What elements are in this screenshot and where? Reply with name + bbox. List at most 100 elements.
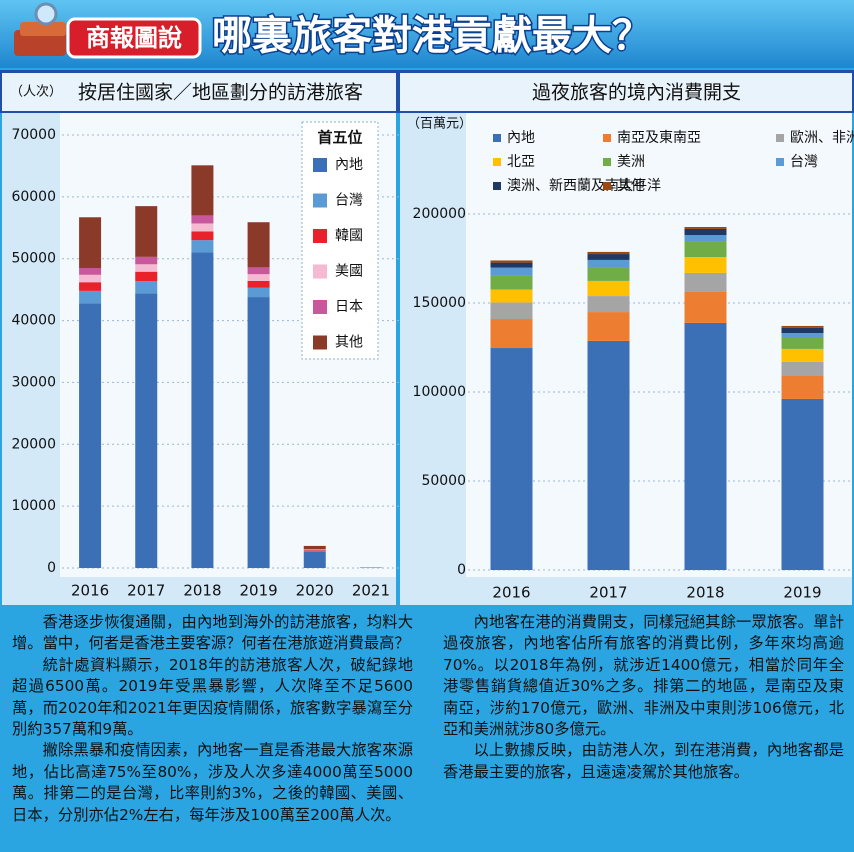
x-tick-label: 2017 (589, 584, 627, 602)
bar-segment (587, 340, 630, 570)
y-tick-label: 0 (47, 560, 56, 576)
bar-segment (781, 325, 824, 328)
x-tick-label: 2021 (352, 582, 390, 600)
legend-swatch (313, 300, 327, 314)
legend-swatch (776, 134, 784, 142)
badge-text: 商報圖說 (86, 24, 182, 52)
paragraph: 以上數據反映，由訪港人次，到在港消費，內地客都是香港最主要的旅客，且遠遠凌駕於其… (443, 741, 844, 781)
bar-segment (490, 275, 533, 290)
paragraph: 統計處資料顯示，2018年的訪港旅客人次，破紀錄地超過6500萬。2019年受黑… (12, 655, 413, 739)
bar-segment (781, 361, 824, 376)
x-tick-label: 2020 (296, 582, 334, 600)
bar-segment (587, 259, 630, 268)
bar-segment (247, 287, 270, 298)
bar-segment (490, 302, 533, 320)
y-tick-label: 50000 (11, 251, 56, 267)
bar-segment (79, 267, 102, 275)
bar-segment (79, 303, 102, 568)
legend-label: 其他 (617, 178, 645, 194)
y-tick-label: 20000 (11, 436, 56, 452)
y-tick-label: 60000 (11, 189, 56, 205)
bar-segment (247, 222, 270, 268)
legend-label: 北亞 (507, 154, 535, 170)
y-tick-label: 0 (457, 562, 466, 578)
bar-segment (135, 280, 158, 294)
x-tick-label: 2019 (239, 582, 277, 600)
y-tick-label: 100000 (413, 384, 466, 400)
bar-segment (247, 297, 270, 568)
bar-segment (135, 256, 158, 265)
bar-segment (490, 348, 533, 570)
x-tick-label: 2019 (783, 584, 821, 602)
bar-segment (135, 293, 158, 568)
bar-segment (191, 231, 214, 241)
bar-segment (303, 551, 326, 568)
y-tick-label: 40000 (11, 313, 56, 329)
legend-title: 首五位 (317, 129, 362, 147)
legend-label: 韓國 (335, 228, 363, 244)
legend-label: 其他 (335, 335, 363, 351)
bar-segment (79, 290, 102, 304)
bar-segment (191, 252, 214, 568)
main-title: 哪裏旅客對港貢獻最大？ (212, 13, 652, 59)
bar-segment (490, 319, 533, 349)
legend-swatch (493, 182, 501, 190)
legend-label: 日本 (335, 299, 363, 315)
bar-segment (191, 165, 214, 216)
bar-segment (490, 289, 533, 303)
x-tick-label: 2016 (492, 584, 530, 602)
bar-segment (303, 545, 326, 550)
bar-segment (684, 291, 727, 323)
book-icon (20, 22, 66, 36)
y-tick-label: 70000 (11, 127, 56, 143)
bar-segment (135, 271, 158, 281)
y-tick-label: 30000 (11, 374, 56, 390)
bar-segment (684, 322, 727, 570)
legend-swatch (603, 134, 611, 142)
badge (66, 17, 202, 59)
bar-segment (303, 550, 326, 552)
subtitle-box (400, 73, 852, 111)
legend-swatch (313, 264, 327, 279)
legend-label: 內地 (507, 130, 535, 146)
bar-segment (247, 274, 270, 281)
y-tick-label: 10000 (11, 498, 56, 514)
y-tick-label: 50000 (421, 473, 466, 489)
legend-label: 台灣 (790, 154, 818, 170)
bar-segment (587, 254, 630, 260)
x-tick-label: 2016 (71, 582, 109, 600)
article: 香港逐步恢復通關，由內地到海外的訪港旅客，均料大增。當中，何者是香港主要客源？何… (0, 606, 854, 852)
y-axis-label: （人次） (10, 84, 62, 100)
bar-segment (303, 549, 326, 550)
bar-segment (587, 280, 630, 297)
bar-segment (79, 217, 102, 268)
bar-segment (490, 262, 533, 268)
legend-label: 南亞及東南亞 (617, 130, 701, 146)
bar-segment (781, 398, 824, 570)
chart-title: 過夜旅客的境內消費開支 (532, 82, 741, 104)
bar-segment (135, 206, 158, 257)
bar-segment (684, 257, 727, 273)
bar-segment (781, 327, 824, 334)
legend-label: 內地 (335, 157, 363, 173)
bar-segment (684, 226, 727, 229)
paragraph: 撇除黑暴和疫情因素，內地客一直是香港最大旅客來源地，佔比高達75%至80%，涉及… (12, 741, 413, 824)
bar-segment (684, 272, 727, 292)
x-tick-label: 2017 (127, 582, 165, 600)
x-tick-label: 2018 (183, 582, 221, 600)
bar-segment (79, 274, 102, 283)
bar-segment (587, 296, 630, 313)
bar-segment (247, 267, 270, 275)
paragraph: 內地客在港的消費開支，同樣冠絕其餘一眾旅客。單計過夜旅客，內地客佔所有旅客的消費… (443, 613, 844, 739)
bar-segment (781, 375, 824, 399)
bar-segment (490, 260, 533, 263)
legend-label: 台灣 (335, 193, 363, 209)
bar-segment (490, 267, 533, 276)
legend-label: 美國 (335, 264, 363, 280)
legend-label: 澳洲、新西蘭及南太平洋 (507, 178, 661, 194)
bar-segment (684, 228, 727, 236)
y-axis-label: （百萬元） (407, 117, 472, 132)
legend-swatch (776, 158, 784, 166)
x-tick-label: 2018 (686, 584, 724, 602)
